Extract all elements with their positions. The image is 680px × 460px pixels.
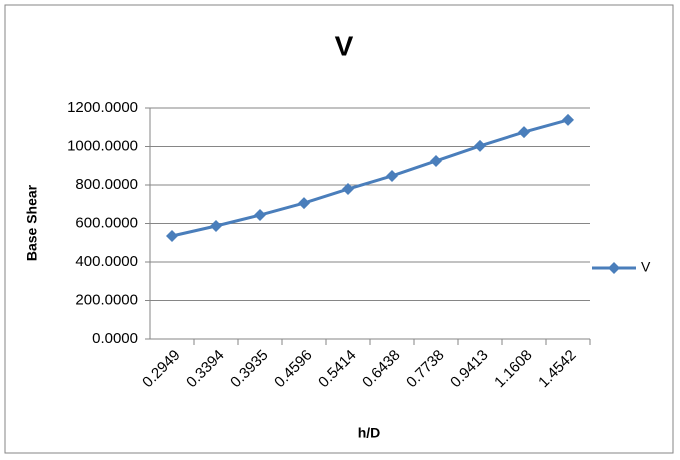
marker: [342, 183, 354, 196]
legend-marker: [608, 262, 620, 274]
marker: [562, 113, 574, 126]
y-tick-label: 1000.0000: [67, 137, 138, 154]
y-tick-label: 0.0000: [92, 330, 138, 347]
marker: [474, 139, 486, 152]
legend-label: V: [641, 259, 651, 275]
chart-title: V: [335, 30, 354, 61]
marker: [430, 154, 442, 167]
marker: [210, 220, 222, 233]
marker: [518, 126, 530, 139]
series-line: [171, 118, 569, 238]
y-tick-label: 600.0000: [75, 214, 138, 231]
marker: [386, 169, 398, 182]
chart-border: [4, 4, 674, 454]
marker: [254, 209, 266, 222]
y-tick-label: 400.0000: [75, 253, 138, 270]
y-axis-label: Base Shear: [24, 184, 40, 261]
marker: [298, 197, 310, 210]
y-tick-label: 200.0000: [75, 291, 138, 308]
marker: [166, 230, 178, 243]
y-tick-label: 800.0000: [75, 176, 138, 193]
y-tick-label: 1200.0000: [67, 99, 138, 116]
x-axis-label: h/D: [358, 425, 381, 441]
